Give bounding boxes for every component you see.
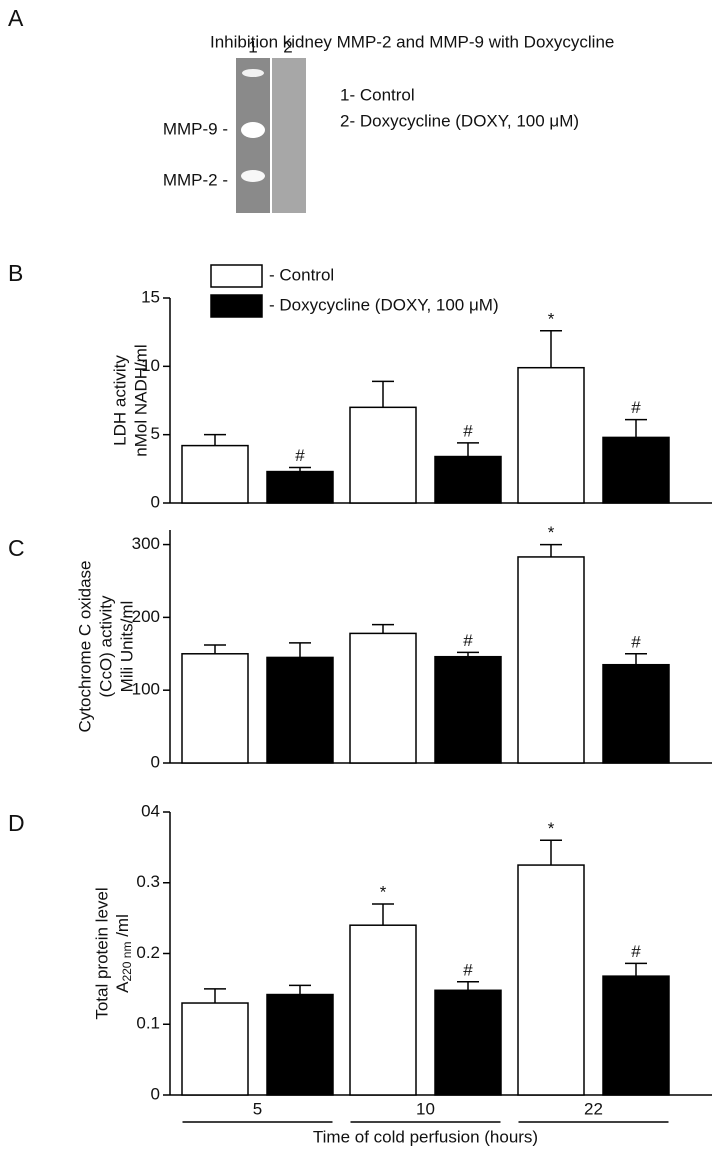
bar: [266, 656, 334, 764]
y-tick-label: 04: [141, 801, 160, 820]
y-tick-label: 0.3: [136, 872, 160, 891]
bar: [349, 924, 417, 1096]
band-label: MMP-2 -: [163, 170, 228, 189]
y-axis-label: Mili Units/ml: [117, 601, 136, 693]
bar: [602, 975, 670, 1096]
significance-mark: *: [548, 523, 555, 542]
bar: [602, 436, 670, 504]
x-tick-label: 22: [584, 1099, 603, 1118]
panel-letter: B: [8, 260, 23, 286]
x-axis-label: Time of cold perfusion (hours): [313, 1127, 538, 1146]
y-tick-label: 0: [151, 492, 160, 511]
legend-text: - Doxycycline (DOXY, 100 μM): [269, 295, 499, 314]
panel-title: Inhibition kidney MMP-2 and MMP-9 with D…: [210, 32, 614, 51]
bar: [434, 655, 502, 764]
y-axis-label: (CcO) activity: [96, 595, 115, 698]
y-tick-label: 0.1: [136, 1014, 160, 1033]
band-label: MMP-9 -: [163, 119, 228, 138]
significance-mark: *: [548, 309, 555, 328]
x-tick-label: 10: [416, 1099, 435, 1118]
bar: [181, 444, 249, 504]
bar: [517, 366, 585, 504]
label-subscript: 220 nm: [120, 942, 134, 982]
bar: [181, 1002, 249, 1096]
y-tick-label: 0: [151, 1084, 160, 1103]
significance-mark: *: [380, 882, 387, 901]
panel-letter: A: [8, 5, 24, 31]
legend-text: 2- Doxycycline (DOXY, 100 μM): [340, 111, 579, 130]
bar: [517, 556, 585, 764]
y-tick-label: 15: [141, 287, 160, 306]
bar: [434, 989, 502, 1096]
significance-mark: #: [463, 631, 473, 650]
gel-band: [241, 170, 265, 182]
bar: [349, 632, 417, 764]
gel-band: [242, 69, 264, 77]
y-tick-label: 0.2: [136, 943, 160, 962]
y-tick-label: 10: [141, 356, 160, 375]
significance-mark: #: [631, 942, 641, 961]
y-tick-label: 300: [132, 534, 160, 553]
y-axis-label: LDH activity: [110, 355, 129, 446]
y-tick-label: 0: [151, 752, 160, 771]
bar: [266, 993, 334, 1096]
bar: [602, 663, 670, 764]
panel-letter: D: [8, 810, 25, 836]
legend-text: - Control: [269, 265, 334, 284]
x-tick-label: 5: [253, 1099, 262, 1118]
y-axis-label: nMol NADH/ml: [131, 344, 150, 456]
significance-mark: #: [463, 421, 473, 440]
y-tick-label: 200: [132, 607, 160, 626]
y-tick-label: 100: [132, 680, 160, 699]
y-axis-label: A220 nm /ml: [113, 914, 134, 993]
lane-label: 2: [283, 37, 292, 56]
significance-mark: #: [295, 446, 305, 465]
label-part: A: [113, 981, 132, 993]
bar: [517, 864, 585, 1096]
significance-mark: *: [548, 819, 555, 838]
bar: [349, 406, 417, 504]
legend-text: 1- Control: [340, 85, 415, 104]
y-tick-label: 5: [151, 424, 160, 443]
significance-mark: #: [631, 632, 641, 651]
legend-swatch: [210, 294, 263, 318]
panel-letter: C: [8, 535, 25, 561]
bar: [181, 653, 249, 764]
gel-lane: [272, 58, 306, 213]
significance-mark: #: [463, 960, 473, 979]
bar: [434, 455, 502, 504]
y-axis-label: Total protein level: [92, 887, 111, 1019]
lane-label: 1: [248, 37, 257, 56]
significance-mark: #: [631, 398, 641, 417]
bar: [266, 470, 334, 504]
legend-swatch: [210, 264, 263, 288]
panel-a: A Inhibition kidney MMP-2 and MMP-9 with…: [8, 5, 614, 213]
gel-band: [241, 122, 265, 138]
y-axis-label: Cytochrome C oxidase: [75, 561, 94, 733]
label-part: /ml: [113, 914, 132, 941]
